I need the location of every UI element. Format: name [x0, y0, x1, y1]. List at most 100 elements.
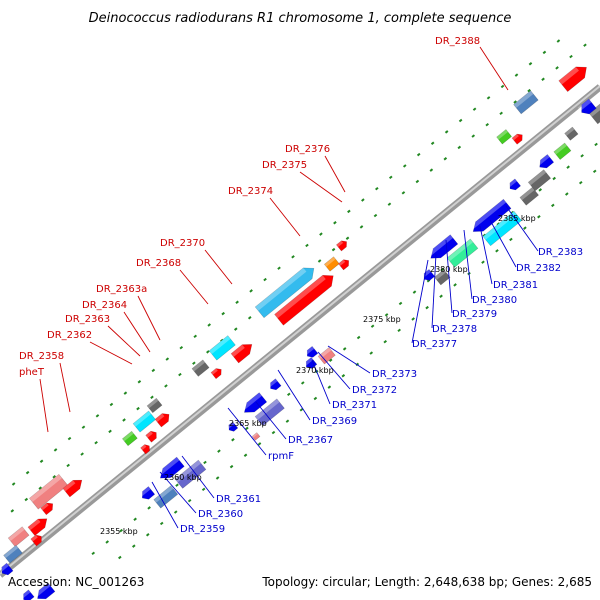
gene-feature-5[interactable]: [336, 239, 349, 252]
leader-line-7: [123, 311, 151, 353]
tick-dot-19: [277, 266, 281, 270]
gene-label-dr2379[interactable]: DR_2379: [452, 309, 497, 320]
gene-feature-8[interactable]: [274, 270, 338, 326]
gene-feature-34[interactable]: [507, 178, 521, 192]
tick-dot-150: [551, 203, 555, 208]
gene-feature-15[interactable]: [122, 430, 138, 447]
gene-feature-16[interactable]: [154, 410, 172, 428]
gene-feature-47[interactable]: [251, 432, 261, 441]
tick-label-2375: 2375 kbp: [363, 315, 401, 324]
gene-feature-13[interactable]: [146, 397, 163, 414]
tick-dot-92: [231, 438, 235, 442]
gene-label-dr2368[interactable]: DR_2368: [136, 258, 181, 269]
gene-feature-9[interactable]: [208, 335, 236, 361]
gene-label-dr2360[interactable]: DR_2360: [198, 509, 243, 520]
gene-label-dr2374[interactable]: DR_2374: [228, 186, 273, 197]
gene-feature-7[interactable]: [254, 263, 318, 319]
gene-feature-53[interactable]: [34, 582, 56, 600]
gene-label-dr2363[interactable]: DR_2363: [65, 314, 110, 325]
gene-feature-3[interactable]: [558, 62, 591, 92]
gene-feature-26[interactable]: [0, 562, 14, 577]
gene-feature-44[interactable]: [267, 378, 282, 392]
gene-feature-4[interactable]: [323, 256, 340, 272]
gene-feature-41[interactable]: [304, 345, 319, 359]
gene-label-dr2369[interactable]: DR_2369: [312, 416, 357, 427]
gene-label-dr2362[interactable]: DR_2362: [47, 330, 92, 341]
gene-feature-30[interactable]: [553, 142, 572, 160]
gene-feature-54[interactable]: [20, 589, 35, 600]
gene-feature-45[interactable]: [240, 392, 268, 417]
gene-label-dr2373[interactable]: DR_2373: [372, 369, 417, 380]
gene-feature-32[interactable]: [527, 169, 552, 192]
gene-label-dr2375[interactable]: DR_2375: [262, 160, 307, 171]
gene-feature-52[interactable]: [139, 486, 156, 502]
gene-feature-21[interactable]: [40, 500, 56, 516]
tick-dot-121: [145, 533, 150, 537]
gene-feature-12[interactable]: [210, 366, 224, 380]
gene-label-dr2380[interactable]: DR_2380: [472, 295, 517, 306]
gene-feature-1[interactable]: [496, 129, 512, 145]
tick-dot-84: [119, 528, 123, 533]
tick-dot-63: [331, 247, 336, 252]
gene-feature-20[interactable]: [62, 476, 85, 498]
gene-feature-31[interactable]: [536, 154, 555, 171]
gene-feature-0[interactable]: [513, 90, 539, 115]
gene-feature-29[interactable]: [564, 126, 579, 141]
gene-feature-2[interactable]: [511, 132, 525, 145]
tick-dot-48: [122, 418, 126, 422]
gene-feature-28[interactable]: [577, 98, 597, 117]
gene-feature-36[interactable]: [482, 210, 522, 247]
topology-text: Topology: circular; Length: 2,648,638 bp…: [261, 575, 592, 589]
gene-feature-22[interactable]: [27, 515, 50, 537]
gene-feature-17[interactable]: [145, 429, 159, 443]
gene-label-dr2382[interactable]: DR_2382: [516, 263, 561, 274]
gene-label-dr2377[interactable]: DR_2377: [412, 339, 457, 350]
gene-feature-46[interactable]: [254, 398, 285, 427]
gene-label-dr2372[interactable]: DR_2372: [352, 385, 397, 396]
gene-label-dr2364[interactable]: DR_2364: [82, 300, 127, 311]
gene-feature-33[interactable]: [519, 187, 539, 206]
gene-feature-23[interactable]: [7, 526, 30, 547]
gene-feature-38[interactable]: [446, 238, 479, 268]
tick-dot-16: [235, 300, 239, 304]
tick-dot-15: [221, 311, 225, 316]
gene-label-dr2381[interactable]: DR_2381: [493, 280, 538, 291]
gene-label-rpmf[interactable]: rpmF: [268, 451, 294, 462]
gene-feature-24[interactable]: [3, 544, 23, 564]
gene-feature-14[interactable]: [132, 410, 156, 433]
gene-feature-11[interactable]: [191, 359, 210, 377]
tick-dot-137: [369, 351, 374, 355]
gene-label-dr2370[interactable]: DR_2370: [160, 238, 205, 249]
gene-feature-10[interactable]: [230, 340, 256, 364]
tick-dot-12: [179, 345, 184, 350]
gene-label-dr2376[interactable]: DR_2376: [285, 144, 330, 155]
tick-dot-43: [52, 475, 56, 479]
tick-dot-66: [373, 213, 378, 218]
tick-dot-91: [217, 449, 221, 453]
gene-feature-35[interactable]: [469, 198, 512, 236]
gene-label-dr2378[interactable]: DR_2378: [432, 324, 477, 335]
tick-dot-8: [123, 391, 128, 395]
gene-label-dr2388[interactable]: DR_2388: [435, 36, 480, 47]
gene-label-dr2359[interactable]: DR_2359: [180, 524, 225, 535]
gene-label-dr2371[interactable]: DR_2371: [332, 400, 377, 411]
gene-feature-18[interactable]: [140, 443, 152, 455]
tick-dot-68: [401, 191, 406, 195]
gene-label-dr2363a[interactable]: DR_2363a: [96, 284, 147, 295]
gene-feature-40[interactable]: [421, 269, 436, 282]
gene-feature-48[interactable]: [226, 421, 239, 433]
gene-feature-6[interactable]: [338, 257, 351, 271]
leader-line-19: [327, 345, 371, 374]
gene-label-dr2358[interactable]: DR_2358: [19, 351, 64, 362]
tick-dot-23: [333, 221, 337, 225]
leader-line-12: [505, 205, 539, 252]
gene-feature-25[interactable]: [30, 533, 44, 547]
gene-feature-39[interactable]: [434, 269, 451, 286]
gene-feature-50[interactable]: [174, 459, 207, 489]
gene-feature-51[interactable]: [153, 485, 179, 509]
gene-label-dr2383[interactable]: DR_2383: [538, 247, 583, 258]
tick-dot-122: [159, 521, 164, 526]
gene-label-dr2361[interactable]: DR_2361: [216, 494, 261, 505]
gene-label-dr2367[interactable]: DR_2367: [288, 435, 333, 446]
gene-label-phet[interactable]: pheT: [19, 367, 45, 378]
